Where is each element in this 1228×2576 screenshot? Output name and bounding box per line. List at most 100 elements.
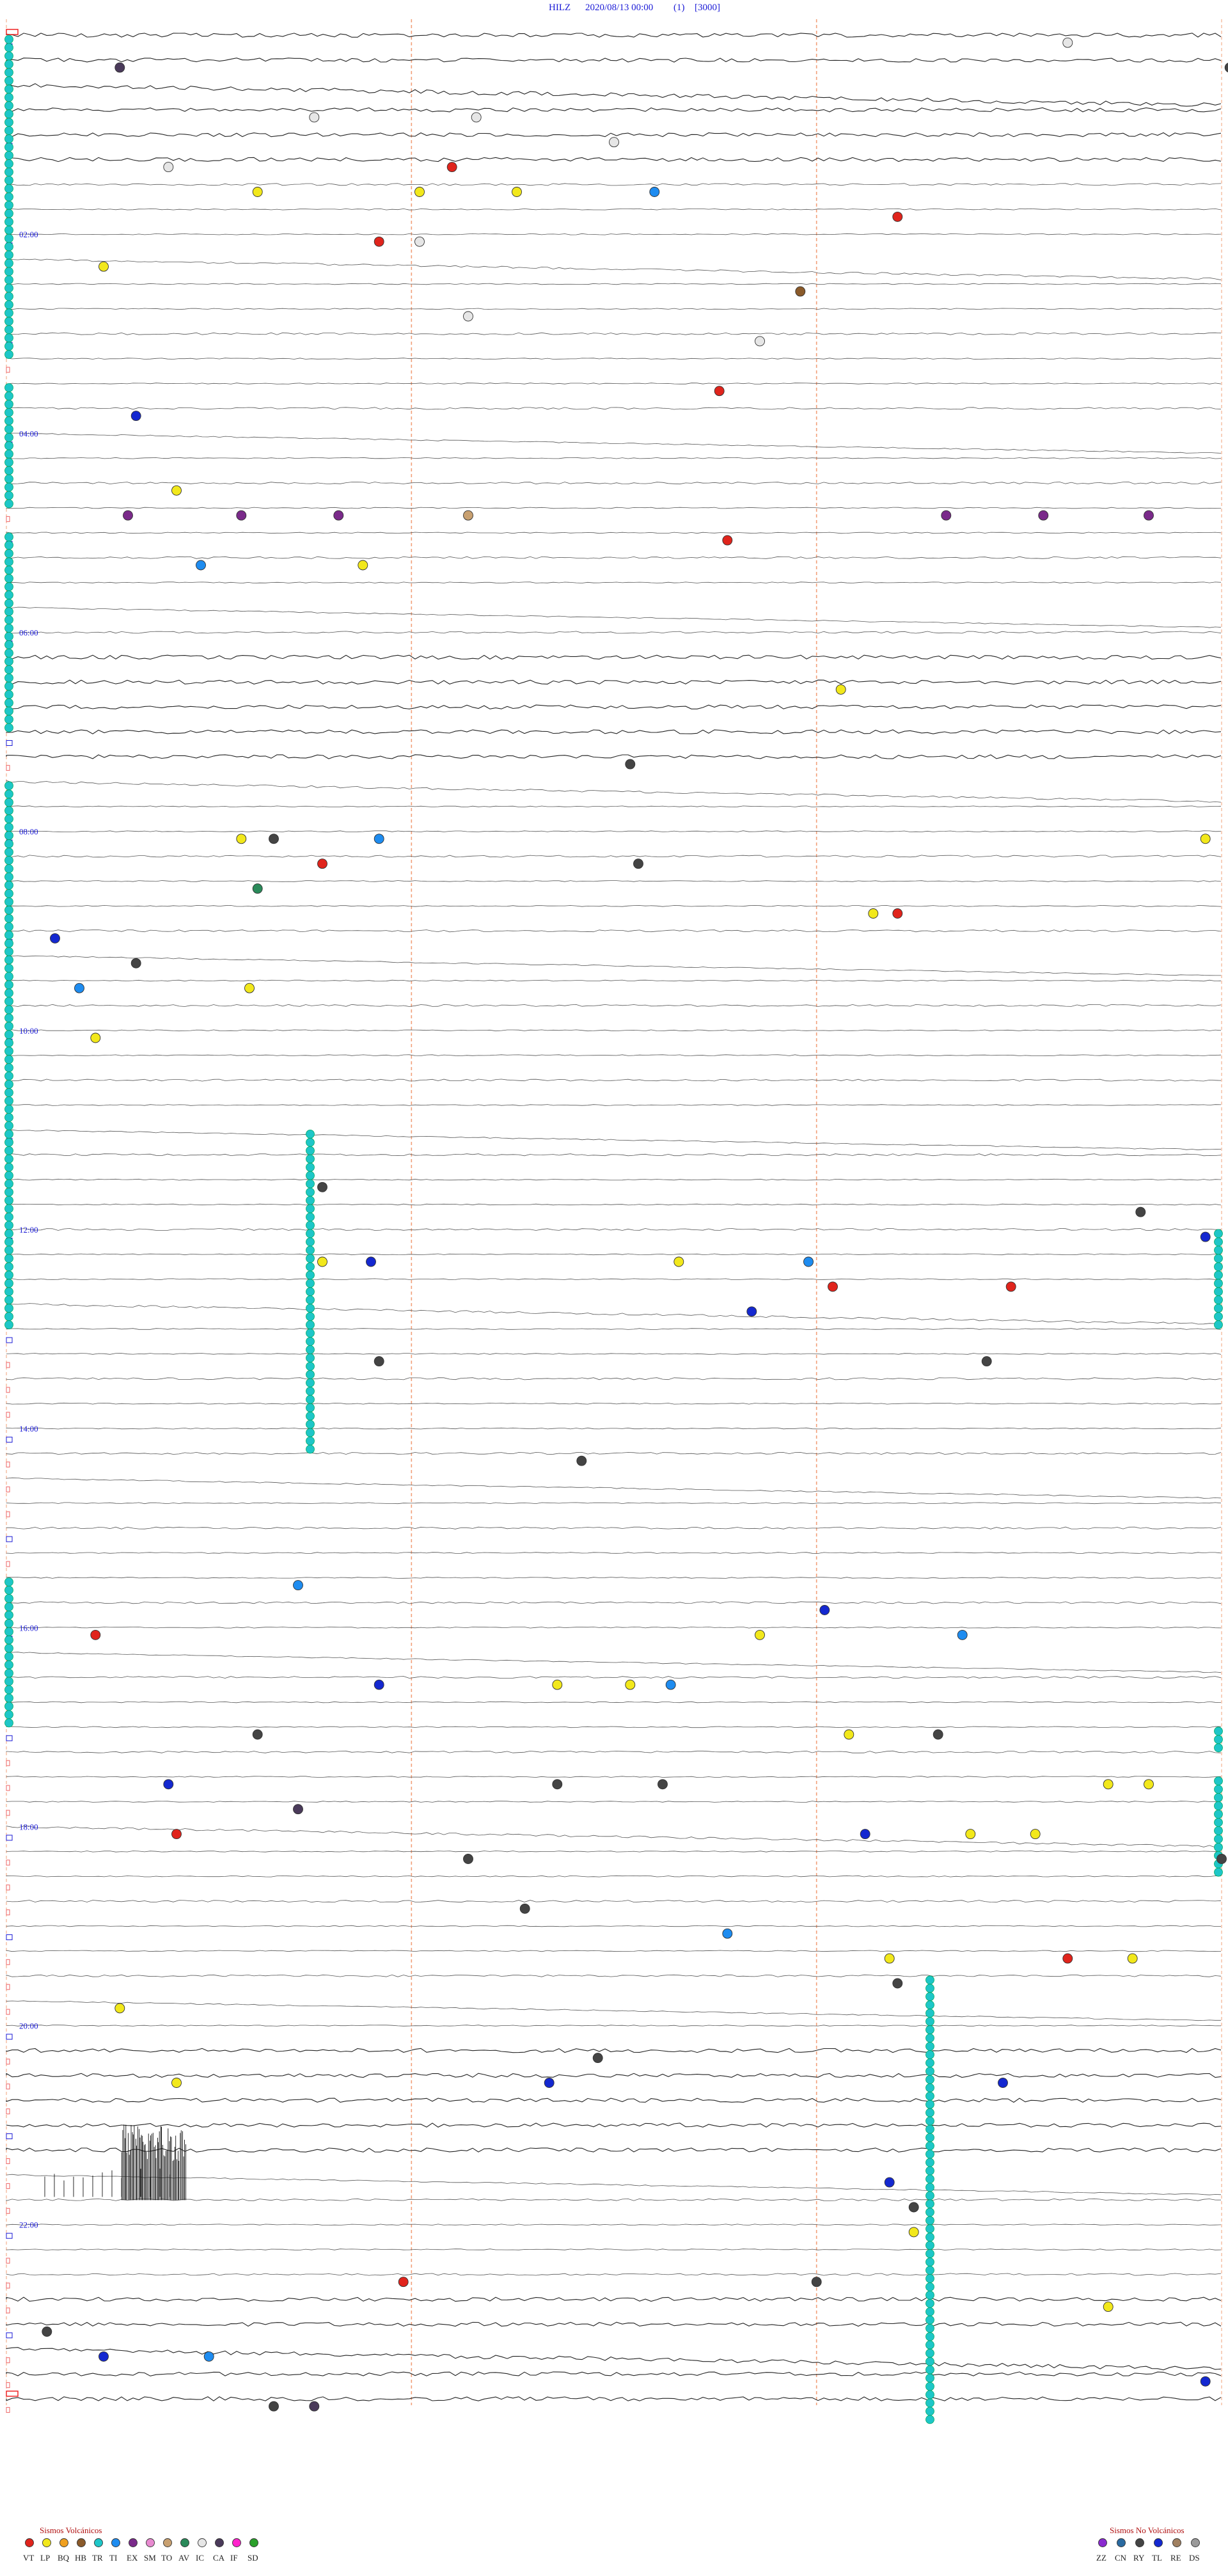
seismic-traces [6, 33, 1222, 2401]
event-marker-tl [860, 1829, 870, 1840]
tremor-marker [925, 2224, 934, 2234]
tremor-marker [306, 1312, 315, 1322]
event-marker-lp [1144, 1779, 1154, 1790]
tremor-marker [925, 2141, 934, 2151]
legend-swatch-ti [111, 2538, 120, 2547]
tremor-marker [925, 2382, 934, 2391]
tremor-marker [4, 432, 13, 442]
tremor-marker [4, 275, 13, 285]
tremor-marker [306, 1229, 315, 1238]
tremor-marker [4, 1154, 13, 1164]
event-marker-lp [1030, 1829, 1041, 1840]
tremor-marker [306, 1337, 315, 1346]
tremor-marker [4, 963, 13, 973]
tremor-marker [4, 881, 13, 890]
event-marker-ti [293, 1580, 303, 1591]
trace-row [6, 383, 1222, 384]
tremor-marker [4, 1304, 13, 1313]
event-marker-lp [114, 2003, 125, 2014]
event-marker-to [463, 510, 473, 521]
tremor-marker [4, 242, 13, 251]
tremor-marker [4, 1618, 13, 1628]
row-marker [6, 2083, 10, 2090]
tremor-marker [4, 1270, 13, 1280]
tremor-marker [306, 1179, 315, 1189]
row-marker [6, 2133, 13, 2140]
event-markers [42, 37, 1228, 2412]
tremor-marker [925, 2398, 934, 2408]
trace-row [6, 1900, 1222, 1903]
row-marker [6, 2009, 10, 2015]
tremor-marker [925, 2116, 934, 2126]
time-labels: 02:00 04:00 06:00 08:00 10:00 12:00 14:00 16:00… [19, 230, 38, 2229]
time-label: 12:00 [19, 1225, 38, 1235]
tremor-marker [1214, 1735, 1223, 1744]
tremor-marker [4, 466, 13, 475]
tremor-marker [4, 723, 13, 732]
tremor-marker [4, 798, 13, 807]
legend-swatch-to [163, 2538, 172, 2547]
event-marker-ic [163, 162, 174, 173]
event-marker-tl [130, 411, 141, 422]
row-marker [6, 1785, 10, 1791]
tremor-marker [4, 474, 13, 484]
tremor-marker [4, 1593, 13, 1603]
trace-row [6, 1552, 1222, 1554]
tremor-marker [306, 1320, 315, 1329]
tremor-marker [306, 1204, 315, 1213]
tremor-marker [925, 2315, 934, 2325]
trace-row [6, 1153, 1222, 1157]
tremor-marker [4, 151, 13, 160]
trace-row [6, 358, 1222, 360]
legend-code: EX [127, 2553, 138, 2563]
tremor-marker [4, 250, 13, 260]
tremor-marker [4, 624, 13, 633]
tremor-marker [925, 1984, 934, 1993]
tremor-marker [4, 1071, 13, 1080]
tremor-marker [4, 1196, 13, 1205]
event-marker-hb [795, 286, 806, 297]
event-marker-tl [819, 1605, 830, 1615]
trace-row [6, 1427, 1222, 1430]
trace-row [6, 679, 1222, 685]
event-marker-lp [755, 1629, 765, 1640]
tremor-marker [4, 972, 13, 981]
tremor-marker [4, 1254, 13, 1263]
row-marker [6, 2282, 10, 2289]
event-marker-ti [649, 187, 660, 197]
chart-header: HILZ 2020/08/13 00:00 (1) [3000] [549, 3, 720, 13]
tremor-marker [4, 167, 13, 177]
row-marker [6, 2357, 10, 2364]
trace-row [6, 132, 1222, 138]
legend-code: VT [23, 2553, 34, 2563]
event-marker-ex [123, 510, 133, 521]
tremor-marker [4, 68, 13, 77]
row-marker [6, 1536, 13, 1542]
event-marker-lp [90, 1032, 101, 1043]
trace-row [6, 283, 1222, 285]
trace-row [6, 1526, 1222, 1529]
tremor-marker [4, 126, 13, 136]
tremor-marker [1214, 1295, 1223, 1304]
trace-row [6, 2000, 1221, 2021]
event-marker-ry [269, 2401, 279, 2412]
tremor-marker [925, 2108, 934, 2117]
tremor-marker [4, 416, 13, 425]
trace-row [6, 58, 1222, 63]
tremor-marker [306, 1411, 315, 1421]
row-marker [6, 2332, 13, 2339]
tremor-marker [925, 2074, 934, 2084]
trace-row [6, 1451, 1222, 1455]
tremor-marker [4, 938, 13, 948]
trace-row [6, 1303, 1222, 1325]
tremor-marker [4, 541, 13, 550]
tremor-marker [4, 690, 13, 699]
legend-swatch-sm [146, 2538, 155, 2547]
tremor-marker [4, 1212, 13, 1222]
trace-row [6, 532, 1222, 534]
legend-code: SM [144, 2553, 156, 2563]
tremor-marker [1214, 1776, 1223, 1786]
time-label: 10:00 [19, 1026, 38, 1036]
legend-swatch-cn [1117, 2538, 1126, 2547]
tremor-marker [306, 1279, 315, 1288]
